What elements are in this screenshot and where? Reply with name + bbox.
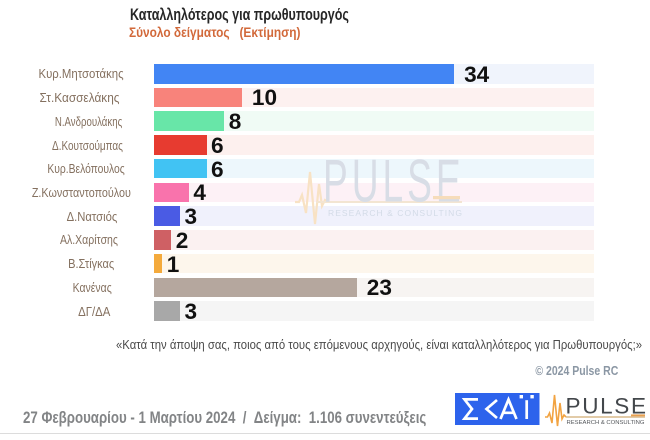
svg-text:RESEARCH & CONSULTING: RESEARCH & CONSULTING <box>328 208 462 218</box>
svg-text:PULSE: PULSE <box>566 393 647 418</box>
svg-text:RESEARCH & CONSULTING: RESEARCH & CONSULTING <box>567 420 645 426</box>
svg-text:PULSE: PULSE <box>323 150 461 215</box>
